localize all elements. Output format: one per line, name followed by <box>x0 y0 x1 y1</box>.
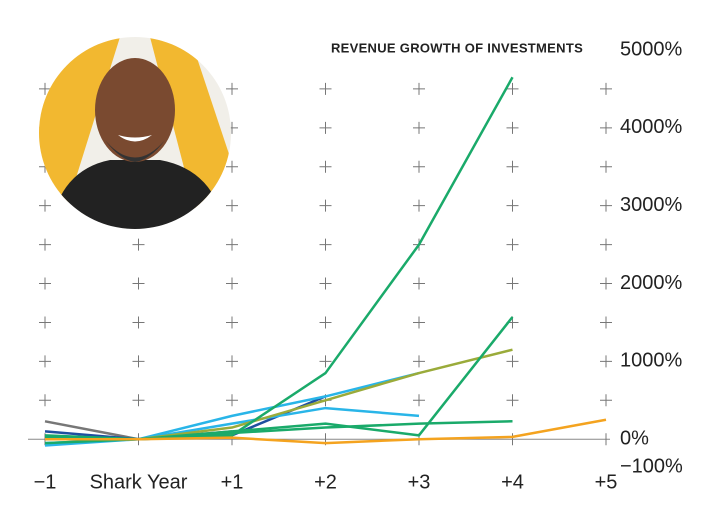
grid-plus <box>226 199 238 212</box>
grid-plus <box>506 82 519 95</box>
grid-plus <box>226 316 238 329</box>
grid-plus <box>226 238 238 251</box>
grid-plus <box>39 238 51 251</box>
grid-plus <box>413 316 425 329</box>
grid-plus <box>600 277 612 290</box>
grid-plus <box>600 82 612 95</box>
x-tick-label: Shark Year <box>90 471 188 493</box>
grid-plus <box>132 394 145 407</box>
grid-plus <box>600 160 612 173</box>
grid-plus <box>319 316 332 329</box>
grid-plus <box>413 277 425 290</box>
y-tick-label: 3000% <box>620 194 682 216</box>
grid-plus <box>319 160 332 173</box>
series-line <box>44 316 514 441</box>
grid-plus <box>226 277 238 290</box>
grid-plus <box>600 238 612 251</box>
x-tick-label: +3 <box>408 471 431 493</box>
grid-plus <box>39 82 51 95</box>
grid-plus <box>132 316 145 329</box>
grid-plus <box>132 277 145 290</box>
grid-plus <box>413 199 425 212</box>
grid-plus <box>319 238 332 251</box>
y-tick-label: −100% <box>620 455 683 477</box>
grid-plus <box>319 121 332 134</box>
grid-plus <box>132 355 145 368</box>
grid-plus <box>413 82 425 95</box>
grid-plus <box>319 199 332 212</box>
grid-plus <box>226 82 238 95</box>
x-tick-label: +1 <box>221 471 244 493</box>
grid-plus <box>39 316 51 329</box>
grid-plus <box>39 355 51 368</box>
grid-plus <box>413 160 425 173</box>
grid-plus <box>506 277 519 290</box>
grid-plus <box>413 355 425 368</box>
y-tick-label: 0% <box>620 427 649 449</box>
grid-plus <box>226 355 238 368</box>
grid-plus <box>600 121 612 134</box>
grid-plus <box>506 355 519 368</box>
grid-plus <box>319 277 332 290</box>
grid-plus <box>226 160 238 173</box>
grid-plus <box>600 199 612 212</box>
grid-plus <box>600 355 612 368</box>
grid-plus <box>506 394 519 407</box>
x-tick-label: +5 <box>595 471 618 493</box>
series-line <box>45 348 513 441</box>
grid-plus <box>506 121 519 134</box>
y-tick-label: 2000% <box>620 272 682 294</box>
grid-plus <box>226 394 238 407</box>
grid-plus <box>506 199 519 212</box>
chart-title: REVENUE GROWTH OF INVESTMENTS <box>331 40 583 55</box>
series-line <box>45 418 607 445</box>
x-tick-label: +4 <box>501 471 524 493</box>
y-tick-label: 4000% <box>620 116 682 138</box>
plot-area <box>28 76 612 447</box>
grid-plus <box>600 316 612 329</box>
grid-plus <box>600 394 612 407</box>
grid-plus <box>413 394 425 407</box>
y-tick-label: 5000% <box>620 38 682 60</box>
grid-plus <box>39 394 51 407</box>
x-tick-label: −1 <box>34 471 57 493</box>
grid-plus <box>319 82 332 95</box>
grid-plus <box>319 355 332 368</box>
grid-plus <box>506 238 519 251</box>
x-tick-label: +2 <box>314 471 337 493</box>
grid-plus <box>39 277 51 290</box>
photo <box>39 37 231 229</box>
grid-plus <box>506 160 519 173</box>
grid-plus <box>39 199 51 212</box>
y-tick-label: 1000% <box>620 350 682 372</box>
grid-plus <box>413 121 425 134</box>
grid-plus <box>132 238 145 251</box>
